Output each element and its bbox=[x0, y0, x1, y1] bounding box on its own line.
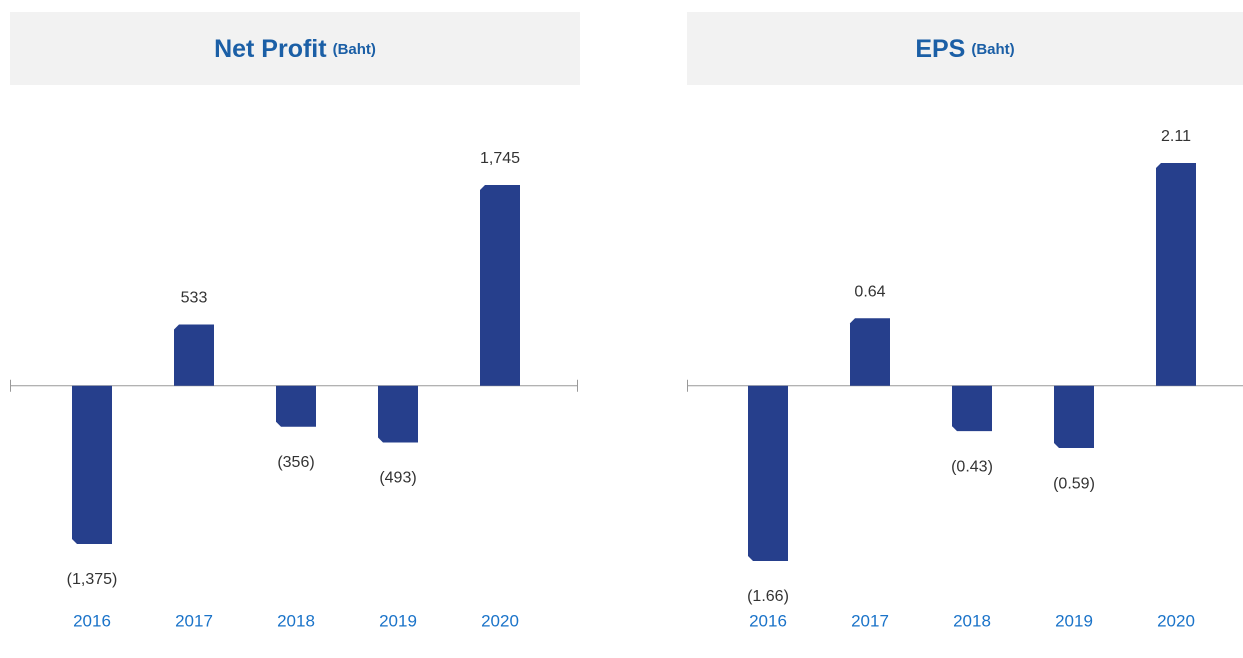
bar bbox=[1156, 163, 1196, 386]
x-tick-label: 2016 bbox=[73, 611, 111, 630]
chart-title: Net Profit (Baht) bbox=[214, 35, 376, 63]
bar bbox=[174, 324, 214, 386]
subtitle: (Baht) bbox=[333, 41, 376, 58]
subtitle: (Baht) bbox=[971, 41, 1014, 58]
x-tick-label: 2019 bbox=[1055, 611, 1093, 630]
x-tick-label: 2020 bbox=[1157, 611, 1195, 630]
value-label: (0.59) bbox=[1053, 475, 1095, 492]
bar bbox=[850, 318, 890, 386]
value-label: 0.64 bbox=[854, 283, 885, 300]
bar bbox=[276, 385, 316, 427]
chart-title: EPS (Baht) bbox=[915, 35, 1014, 63]
bar bbox=[378, 385, 418, 443]
value-label: (1,375) bbox=[67, 571, 118, 588]
x-tick-label: 2018 bbox=[277, 611, 315, 630]
bar bbox=[480, 185, 520, 386]
bar bbox=[72, 385, 112, 544]
x-tick-label: 2018 bbox=[953, 611, 991, 630]
title-text: Net Profit bbox=[214, 35, 327, 63]
x-tick-label: 2020 bbox=[481, 611, 519, 630]
value-label: (0.43) bbox=[951, 458, 993, 475]
x-tick-label: 2019 bbox=[379, 611, 417, 630]
value-label: (493) bbox=[379, 470, 416, 487]
value-label: 533 bbox=[181, 290, 208, 307]
x-tick-label: 2016 bbox=[749, 611, 787, 630]
header-box bbox=[687, 12, 1243, 85]
value-label: 1,745 bbox=[480, 150, 520, 167]
x-tick-label: 2017 bbox=[851, 611, 889, 630]
value-label: (1.66) bbox=[747, 588, 789, 605]
bar bbox=[748, 385, 788, 561]
value-label: 2.11 bbox=[1161, 128, 1191, 145]
x-tick-label: 2017 bbox=[175, 611, 213, 630]
bar bbox=[1054, 385, 1094, 449]
header-box bbox=[10, 12, 580, 85]
title-text: EPS bbox=[915, 35, 965, 63]
bar bbox=[952, 385, 992, 432]
value-label: (356) bbox=[277, 454, 314, 471]
